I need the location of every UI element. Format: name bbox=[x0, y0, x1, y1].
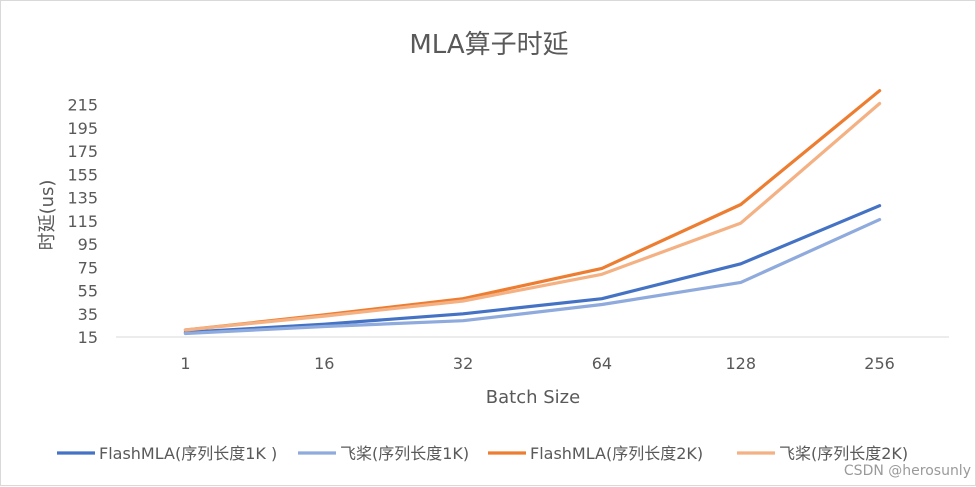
x-tick-label: 128 bbox=[725, 354, 756, 373]
x-axis-ticks: 1 16 32 64 128 256 bbox=[180, 354, 895, 373]
y-tick-label: 195 bbox=[67, 119, 98, 138]
series-lines bbox=[183, 89, 882, 336]
x-tick-label: 16 bbox=[314, 354, 334, 373]
y-tick-label: 215 bbox=[67, 96, 98, 115]
x-axis-title: Batch Size bbox=[486, 387, 580, 408]
y-tick-label: 135 bbox=[67, 189, 98, 208]
series-line-4 bbox=[183, 101, 882, 332]
legend-label: 飞桨(序列长度2K) bbox=[779, 444, 908, 463]
y-tick-label: 155 bbox=[67, 165, 98, 184]
y-tick-label: 115 bbox=[67, 212, 98, 231]
x-tick-label: 1 bbox=[180, 354, 190, 373]
y-axis-ticks: 15 35 55 75 95 115 135 155 175 195 215 bbox=[67, 96, 98, 347]
legend-label: FlashMLA(序列长度2K) bbox=[530, 444, 703, 463]
legend-label: 飞桨(序列长度1K) bbox=[340, 444, 469, 463]
legend-label: FlashMLA(序列长度1K ) bbox=[99, 444, 277, 463]
series-line-3 bbox=[183, 89, 882, 332]
y-tick-label: 15 bbox=[78, 328, 98, 347]
legend: FlashMLA(序列长度1K ) 飞桨(序列长度1K) FlashMLA(序列长度… bbox=[57, 444, 908, 463]
watermark-text: CSDN @herosunly bbox=[844, 463, 971, 479]
series-line-2 bbox=[183, 218, 882, 336]
series-line-1 bbox=[183, 204, 882, 334]
y-tick-label: 75 bbox=[78, 258, 98, 277]
x-tick-label: 64 bbox=[592, 354, 612, 373]
y-tick-label: 35 bbox=[78, 305, 98, 324]
y-axis-title: 时延(us) bbox=[37, 180, 58, 251]
y-tick-label: 95 bbox=[78, 235, 98, 254]
y-tick-label: 175 bbox=[67, 142, 98, 161]
y-tick-label: 55 bbox=[78, 282, 98, 301]
x-tick-label: 256 bbox=[864, 354, 895, 373]
chart-title: MLA算子时延 bbox=[409, 30, 568, 60]
x-tick-label: 32 bbox=[453, 354, 473, 373]
